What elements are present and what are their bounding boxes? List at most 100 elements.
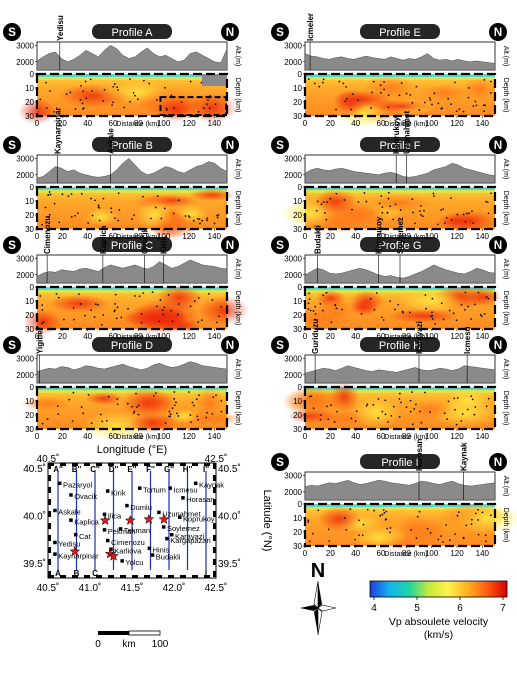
- hypocenter-dot: [447, 400, 450, 403]
- hypocenter-dot: [470, 395, 473, 398]
- hypocenter-dot: [474, 512, 477, 515]
- velocity-anomaly: [281, 387, 343, 418]
- hypocenter-dot: [309, 395, 311, 398]
- alt-axis-label: Alt.(m): [502, 159, 509, 180]
- town-label: Guriduzu: [311, 319, 320, 354]
- hypocenter-dot: [325, 218, 328, 221]
- hypocenter-dot: [169, 415, 171, 418]
- hypocenter-dot: [142, 195, 144, 198]
- hypocenter-dot: [371, 91, 373, 94]
- hypocenter-dot: [115, 317, 118, 320]
- hypocenter-dot: [197, 297, 200, 299]
- hypocenter-dot: [335, 108, 337, 111]
- distance-tick-label: 0: [35, 232, 40, 241]
- hypocenter-dot: [354, 538, 357, 541]
- map-border-tick: [60, 463, 66, 466]
- topography-profile: [36, 361, 228, 384]
- hypocenter-dot: [82, 107, 85, 110]
- hypocenter-dot: [41, 322, 43, 325]
- depth-tick-label: 20: [293, 411, 302, 420]
- hypocenter-dot: [342, 82, 345, 85]
- hypocenter-dot: [177, 199, 180, 202]
- velocity-anomaly: [421, 84, 468, 101]
- hypocenter-dot: [189, 414, 192, 417]
- hypocenter-dot: [216, 214, 218, 217]
- alt-tick-label: 3000: [16, 254, 34, 263]
- map-border-tick: [96, 463, 102, 466]
- hypocenter-dot: [168, 410, 171, 413]
- hypocenter-dot: [307, 78, 310, 81]
- hypocenter-dot: [48, 191, 51, 193]
- profile-top-label: G'': [164, 465, 174, 474]
- map-border-tick: [213, 535, 216, 541]
- north-marker-letter: N: [494, 456, 502, 469]
- hypocenter-dot: [98, 219, 101, 222]
- hypocenter-dot: [373, 308, 376, 311]
- hypocenter-dot: [321, 81, 324, 84]
- hypocenter-dot: [202, 107, 205, 110]
- hypocenter-dot: [330, 321, 333, 324]
- south-marker-letter: S: [276, 239, 284, 252]
- hypocenter-dot: [462, 110, 465, 113]
- hypocenter-dot: [400, 401, 402, 404]
- hypocenter-dot: [454, 81, 456, 84]
- hypocenter-dot: [344, 100, 347, 103]
- hypocenter-dot: [87, 393, 90, 396]
- distance-tick-label: 100: [425, 232, 439, 241]
- hypocenter-dot: [453, 397, 456, 400]
- map-border-tick: [48, 499, 51, 505]
- hypocenter-dot: [440, 209, 443, 211]
- hypocenter-dot: [483, 78, 486, 81]
- hypocenter-dot: [358, 534, 360, 537]
- hypocenter-dot: [161, 309, 164, 311]
- distance-tick-label: 140: [208, 232, 222, 241]
- depth-tick-label: 30: [25, 425, 34, 434]
- hypocenter-dot: [39, 295, 42, 297]
- hypocenter-dot: [199, 222, 201, 225]
- lat-left-label: 39.5˚: [23, 558, 46, 570]
- hypocenter-dot: [448, 539, 451, 542]
- hypocenter-dot: [437, 538, 440, 541]
- north-marker: [489, 453, 507, 471]
- shallow-band: [37, 74, 227, 77]
- distance-axis-label: Distance (km): [384, 434, 427, 441]
- hypocenter-dot: [457, 511, 460, 514]
- hypocenter-dot: [211, 412, 214, 415]
- south-marker: [271, 236, 289, 254]
- hypocenter-dot: [150, 217, 152, 220]
- hypocenter-dot: [440, 302, 443, 305]
- hypocenter-dot: [154, 206, 157, 209]
- hypocenter-dot: [450, 218, 453, 221]
- velocity-anomaly: [452, 504, 517, 534]
- hypocenter-dot: [467, 87, 470, 89]
- hypocenter-dot: [345, 528, 348, 531]
- hypocenter-dot: [127, 307, 129, 310]
- hypocenter-dot: [140, 321, 143, 324]
- hypocenter-dot: [188, 216, 191, 219]
- hypocenter-dot: [217, 213, 220, 216]
- hypocenter-dot: [195, 398, 198, 401]
- hypocenter-dot: [380, 316, 383, 319]
- profile-panel-e: 2000 3000 Alt.(m) S N Profile E Icmeler 0 10 20 30…: [271, 13, 509, 129]
- hypocenter-dot: [333, 421, 336, 423]
- alt-tick-label: 3000: [284, 154, 302, 163]
- distance-tick-label: 60: [109, 332, 118, 341]
- hypocenter-dot: [167, 294, 170, 296]
- velocity-anomaly: [18, 98, 56, 125]
- south-marker: [3, 236, 21, 254]
- distance-tick-label: 120: [450, 232, 464, 241]
- hypocenter-dot: [441, 107, 444, 110]
- north-marker-letter: N: [494, 139, 502, 152]
- map-border-tick: [132, 463, 138, 466]
- distance-tick-label: 60: [377, 332, 386, 341]
- hypocenter-dot: [142, 292, 145, 295]
- town-marker: [150, 553, 155, 557]
- hypocenter-dot: [90, 422, 93, 425]
- hypocenter-dot: [47, 194, 50, 196]
- distance-tick-label: 40: [83, 432, 92, 441]
- distance-tick-label: 80: [134, 332, 143, 341]
- map-town-label: Pazaryol: [63, 481, 93, 490]
- lat-left-label: 40.0˚: [23, 511, 46, 523]
- alt-axis-label: Alt.(m): [502, 359, 509, 380]
- velocity-section: [18, 72, 238, 125]
